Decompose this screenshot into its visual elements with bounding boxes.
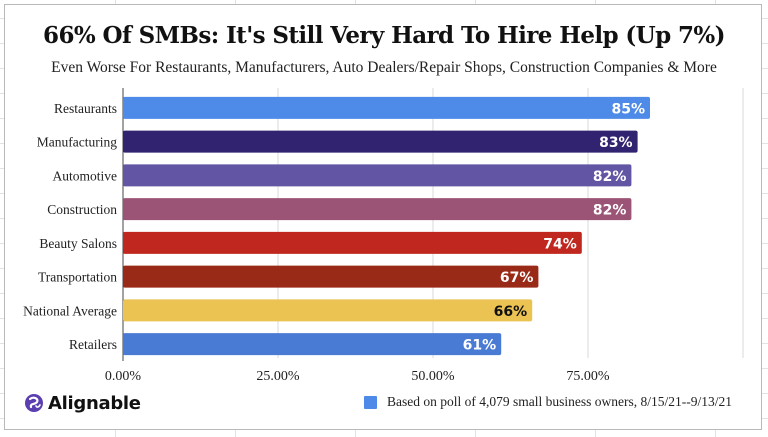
category-label: Construction	[47, 202, 117, 217]
chart-title: 66% Of SMBs: It's Still Very Hard To Hir…	[43, 22, 726, 49]
data-label: 82%	[593, 203, 627, 219]
bar[interactable]	[123, 231, 582, 254]
data-label: 61%	[463, 338, 497, 354]
data-label: 82%	[593, 169, 627, 185]
data-labels: 85% 83% 82% 82% 74% 67% 66% 61%	[463, 101, 645, 353]
data-label: 67%	[500, 270, 534, 286]
chart-subtitle: Even Worse For Restaurants, Manufacturer…	[51, 59, 717, 76]
alignable-logo-icon	[25, 394, 43, 412]
bar[interactable]	[123, 299, 533, 322]
category-label: Restaurants	[54, 101, 117, 116]
x-tick-label: 0.00%	[105, 369, 142, 384]
x-tick-label: 50.00%	[411, 369, 455, 384]
legend-swatch	[364, 395, 377, 409]
bar[interactable]	[123, 265, 539, 288]
chart-legend: Based on poll of 4,079 small business ow…	[364, 394, 732, 410]
category-label: Automotive	[53, 168, 118, 183]
bar[interactable]	[123, 164, 632, 187]
category-label: Transportation	[38, 270, 117, 285]
category-labels: Restaurants Manufacturing Automotive Constr…	[23, 101, 117, 352]
category-label: National Average	[23, 303, 117, 318]
data-label: 74%	[543, 236, 577, 252]
bar[interactable]	[123, 130, 638, 153]
category-label: Beauty Salons	[39, 236, 117, 251]
category-label: Manufacturing	[37, 135, 117, 150]
data-label: 66%	[494, 304, 528, 320]
x-tick-label: 75.00%	[566, 369, 610, 384]
bars	[123, 96, 650, 356]
x-axis-ticks: 0.00% 25.00% 50.00% 75.00%	[105, 369, 610, 384]
alignable-logo: Alignable	[24, 390, 141, 416]
alignable-logo-text: Alignable	[48, 392, 141, 414]
bar[interactable]	[123, 96, 650, 119]
bar[interactable]	[123, 198, 632, 221]
legend-label: Based on poll of 4,079 small business ow…	[387, 394, 732, 409]
data-label: 83%	[599, 135, 633, 151]
bar[interactable]	[123, 333, 502, 356]
x-tick-label: 25.00%	[256, 369, 300, 384]
category-label: Retailers	[69, 337, 117, 352]
data-label: 85%	[611, 101, 645, 117]
